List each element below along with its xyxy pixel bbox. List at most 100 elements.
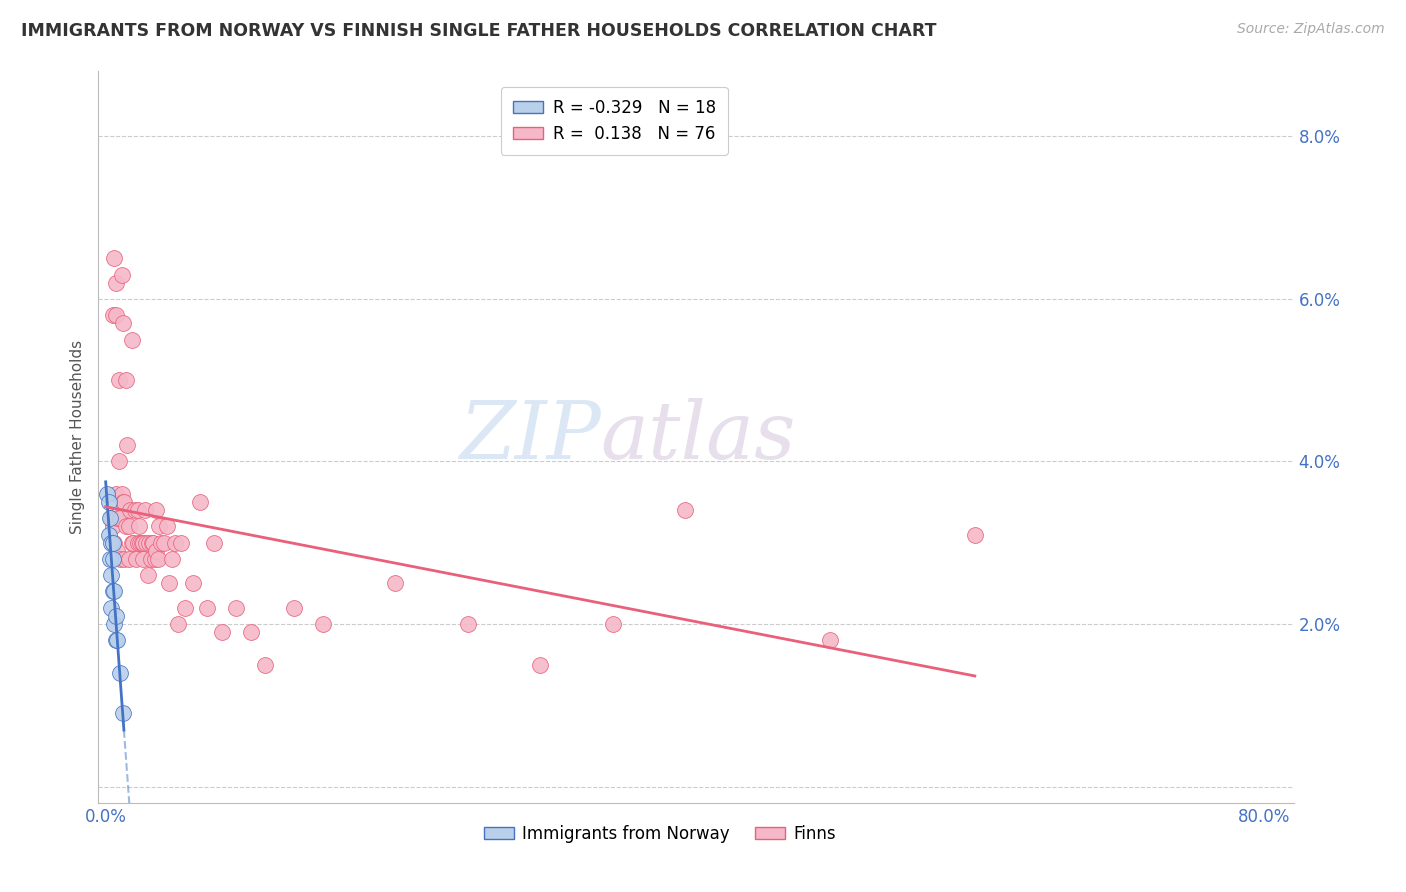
- Text: Source: ZipAtlas.com: Source: ZipAtlas.com: [1237, 22, 1385, 37]
- Point: [104, 276, 127, 290]
- Point: [107, 454, 129, 468]
- Point: [108, 552, 131, 566]
- Point: [127, 503, 149, 517]
- Point: [125, 552, 148, 566]
- Point: [118, 552, 141, 566]
- Point: [98, 552, 121, 566]
- Point: [136, 568, 159, 582]
- Point: [103, 252, 125, 266]
- Point: [818, 633, 841, 648]
- Point: [110, 487, 132, 501]
- Point: [673, 503, 696, 517]
- Point: [120, 503, 142, 517]
- Text: IMMIGRANTS FROM NORWAY VS FINNISH SINGLE FATHER HOUSEHOLDS CORRELATION CHART: IMMIGRANTS FROM NORWAY VS FINNISH SINGLE…: [21, 22, 936, 40]
- Point: [253, 657, 276, 672]
- Point: [155, 519, 177, 533]
- Point: [195, 600, 218, 615]
- Point: [211, 625, 233, 640]
- Point: [122, 535, 145, 549]
- Point: [143, 552, 166, 566]
- Point: [101, 584, 124, 599]
- Point: [98, 511, 121, 525]
- Point: [115, 519, 138, 533]
- Point: [114, 552, 136, 566]
- Point: [135, 535, 157, 549]
- Point: [100, 535, 122, 549]
- Point: [139, 552, 162, 566]
- Point: [138, 535, 160, 549]
- Point: [100, 568, 122, 582]
- Point: [127, 535, 149, 549]
- Point: [103, 617, 125, 632]
- Point: [121, 535, 143, 549]
- Point: [148, 519, 170, 533]
- Point: [105, 633, 128, 648]
- Point: [100, 600, 122, 615]
- Point: [384, 576, 406, 591]
- Point: [114, 495, 136, 509]
- Point: [202, 535, 225, 549]
- Point: [112, 706, 135, 721]
- Point: [101, 519, 124, 533]
- Point: [128, 519, 150, 533]
- Point: [104, 487, 127, 501]
- Point: [105, 544, 128, 558]
- Point: [174, 600, 197, 615]
- Point: [129, 535, 152, 549]
- Point: [157, 576, 180, 591]
- Point: [104, 608, 127, 623]
- Point: [118, 519, 141, 533]
- Point: [142, 535, 165, 549]
- Point: [131, 535, 153, 549]
- Point: [188, 495, 211, 509]
- Point: [162, 552, 184, 566]
- Text: ZIP: ZIP: [458, 399, 600, 475]
- Point: [167, 617, 190, 632]
- Point: [312, 617, 335, 632]
- Point: [115, 373, 138, 387]
- Point: [152, 535, 174, 549]
- Point: [112, 316, 135, 330]
- Point: [105, 511, 128, 525]
- Point: [145, 544, 167, 558]
- Point: [602, 617, 624, 632]
- Point: [225, 600, 247, 615]
- Point: [107, 373, 129, 387]
- Point: [96, 487, 118, 501]
- Point: [97, 527, 120, 541]
- Point: [101, 308, 124, 322]
- Point: [132, 552, 155, 566]
- Point: [283, 600, 305, 615]
- Text: atlas: atlas: [600, 399, 796, 475]
- Point: [239, 625, 262, 640]
- Point: [117, 438, 139, 452]
- Point: [149, 535, 172, 549]
- Point: [529, 657, 551, 672]
- Point: [101, 535, 124, 549]
- Point: [121, 333, 143, 347]
- Point: [104, 308, 127, 322]
- Point: [112, 495, 135, 509]
- Point: [134, 503, 156, 517]
- Point: [145, 503, 167, 517]
- Point: [132, 535, 155, 549]
- Point: [103, 535, 125, 549]
- Point: [104, 633, 127, 648]
- Point: [146, 552, 169, 566]
- Point: [170, 535, 193, 549]
- Point: [963, 527, 986, 541]
- Point: [103, 584, 125, 599]
- Point: [165, 535, 187, 549]
- Point: [110, 268, 132, 282]
- Point: [124, 503, 146, 517]
- Point: [181, 576, 204, 591]
- Legend: Immigrants from Norway, Finns: Immigrants from Norway, Finns: [478, 818, 842, 849]
- Point: [141, 535, 163, 549]
- Point: [108, 511, 131, 525]
- Point: [108, 665, 131, 680]
- Point: [97, 495, 120, 509]
- Point: [457, 617, 479, 632]
- Point: [100, 511, 122, 525]
- Y-axis label: Single Father Households: Single Father Households: [70, 340, 86, 534]
- Point: [101, 552, 124, 566]
